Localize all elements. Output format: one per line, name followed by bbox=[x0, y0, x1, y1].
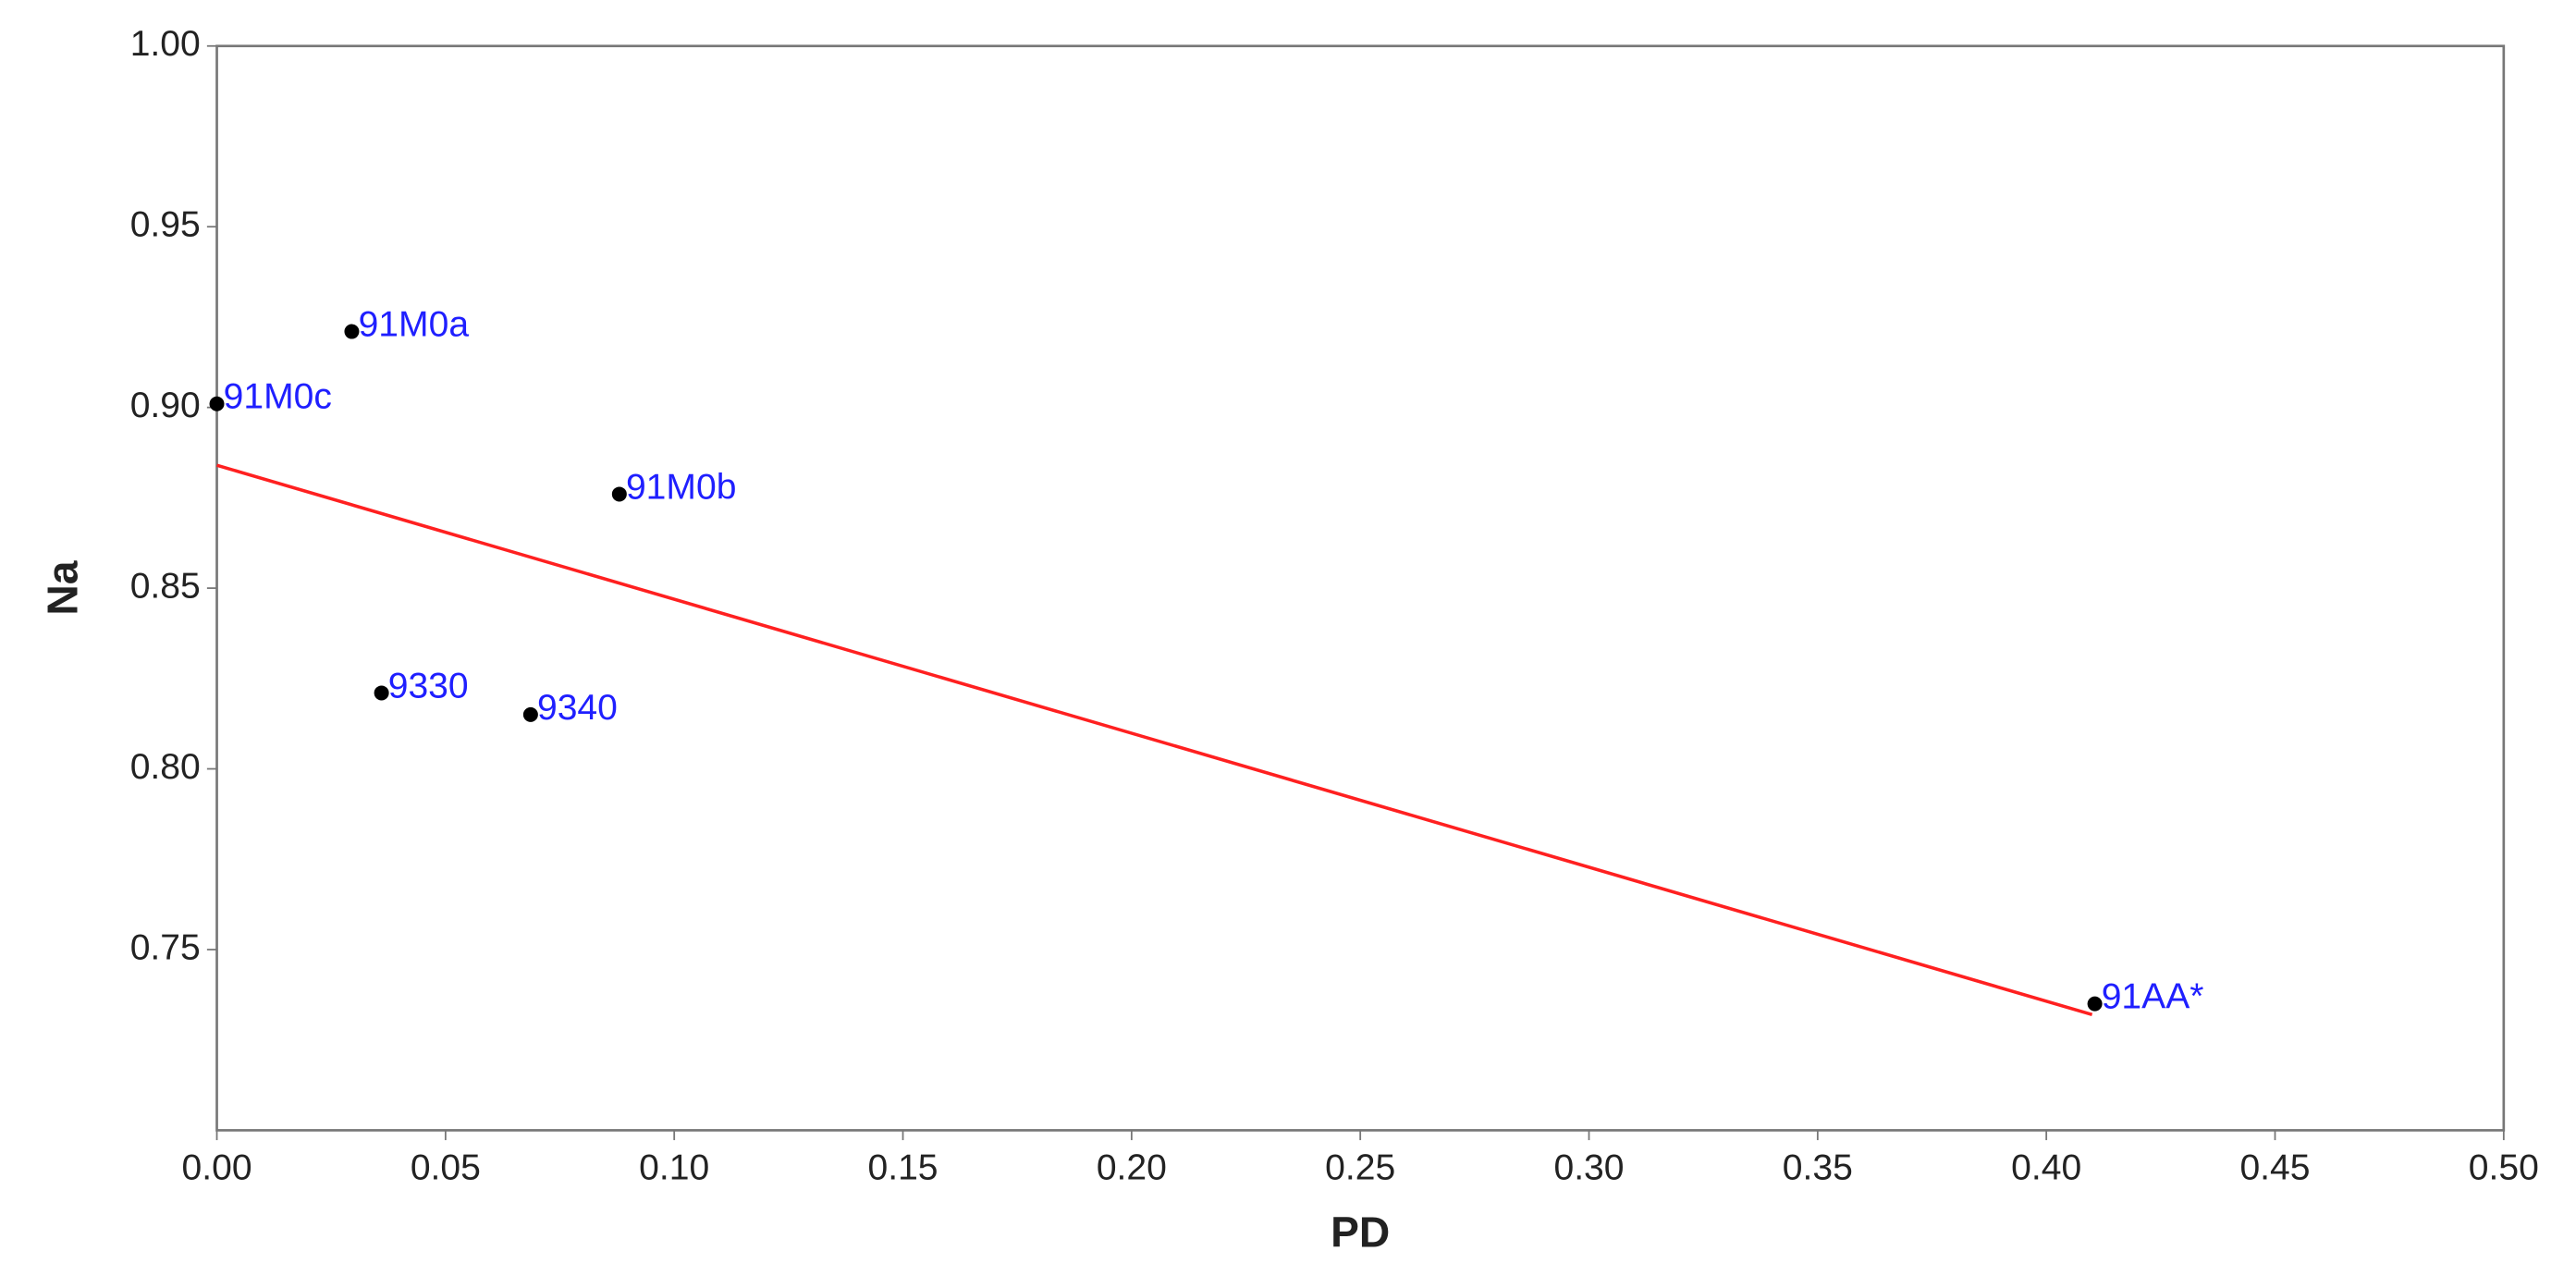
y-tick-label: 0.95 bbox=[130, 205, 201, 245]
point-label: 91M0a bbox=[359, 305, 470, 345]
x-tick-label: 0.40 bbox=[2011, 1147, 2081, 1187]
x-tick-label: 0.45 bbox=[2239, 1147, 2310, 1187]
x-tick-label: 0.10 bbox=[639, 1147, 709, 1187]
y-axis-title: Na bbox=[38, 560, 86, 615]
x-tick-label: 0.00 bbox=[182, 1147, 252, 1187]
x-tick-label: 0.25 bbox=[1325, 1147, 1395, 1187]
point-label: 9330 bbox=[388, 666, 469, 705]
y-tick-label: 0.75 bbox=[130, 927, 201, 967]
x-tick-label: 0.15 bbox=[867, 1147, 938, 1187]
point-label: 91M0b bbox=[626, 467, 737, 507]
point bbox=[344, 324, 360, 339]
plot-frame bbox=[215, 44, 2506, 1132]
point-label: 9340 bbox=[537, 688, 618, 728]
x-tick-label: 0.20 bbox=[1097, 1147, 1167, 1187]
x-tick-label: 0.30 bbox=[1553, 1147, 1624, 1187]
point bbox=[374, 685, 389, 701]
fit-line bbox=[216, 463, 2093, 1017]
x-tick-label: 0.05 bbox=[411, 1147, 481, 1187]
x-axis-title: PD bbox=[1331, 1208, 1390, 1256]
point bbox=[611, 486, 627, 502]
y-tick-label: 0.85 bbox=[130, 566, 201, 606]
point-label: 91M0c bbox=[224, 377, 332, 417]
y-tick-label: 0.80 bbox=[130, 747, 201, 787]
y-tick-label: 0.90 bbox=[130, 386, 201, 425]
point bbox=[522, 706, 538, 722]
y-tick-label: 1.00 bbox=[130, 24, 201, 64]
point bbox=[209, 396, 225, 411]
point bbox=[2087, 996, 2103, 1012]
x-tick-label: 0.50 bbox=[2469, 1147, 2539, 1187]
x-tick-label: 0.35 bbox=[1783, 1147, 1853, 1187]
point-label: 91AA* bbox=[2102, 977, 2204, 1017]
